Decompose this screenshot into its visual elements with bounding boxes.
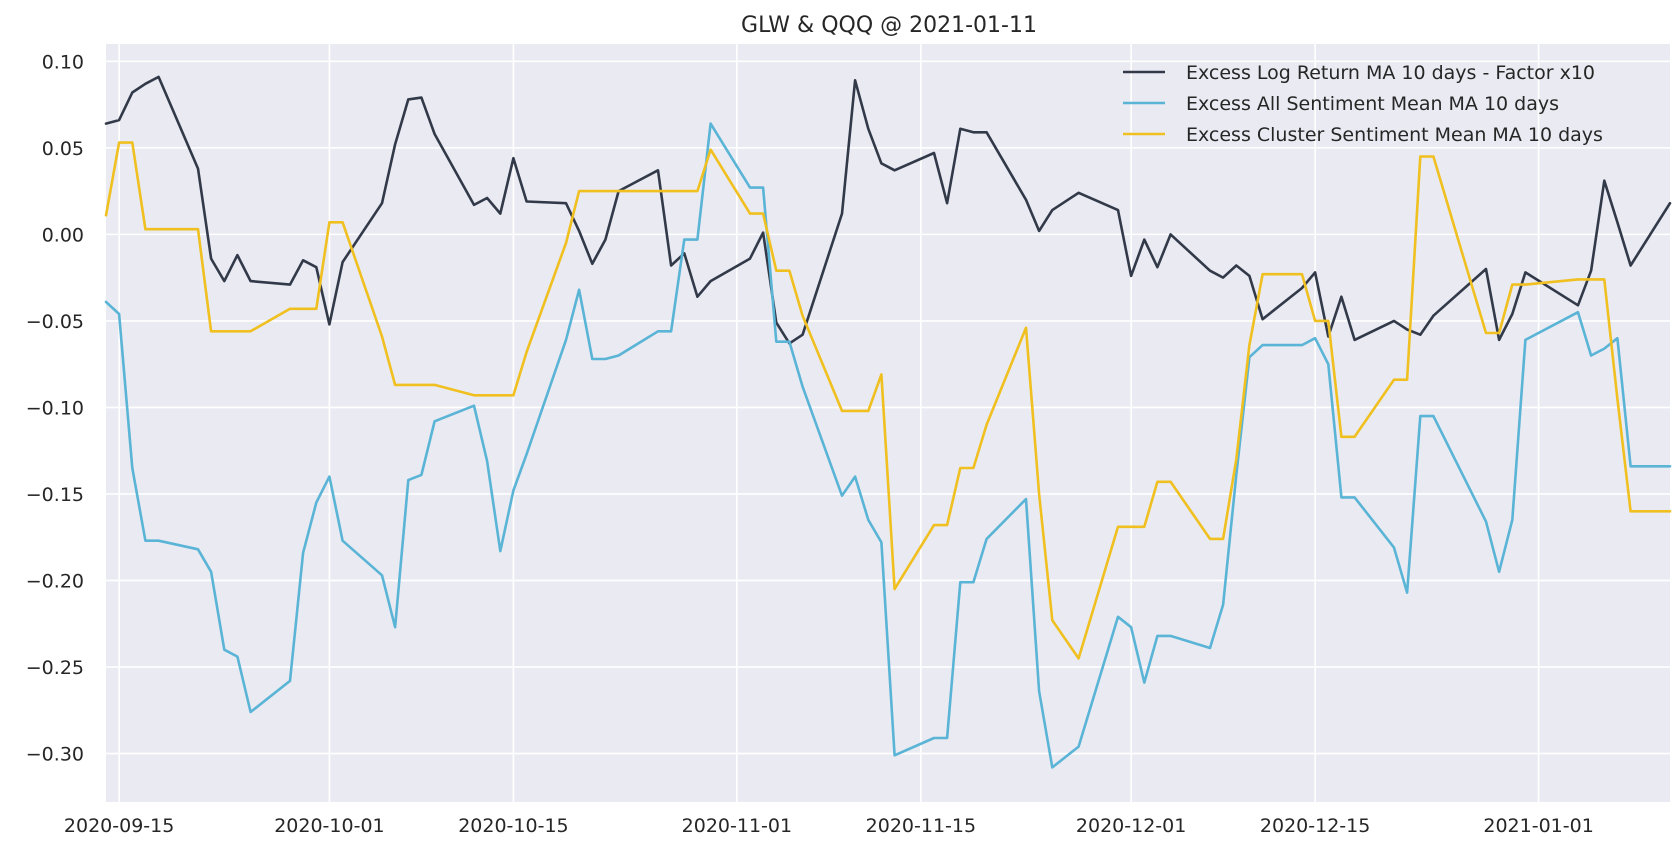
series-line-2 (104, 122, 1672, 769)
x-tick-label: 2020-12-15 (1260, 815, 1370, 837)
x-tick-label: 2020-11-01 (682, 815, 792, 837)
legend-label: Excess All Sentiment Mean MA 10 days (1186, 93, 1559, 115)
y-tick-label: −0.25 (26, 657, 84, 679)
series-layer (104, 75, 1672, 769)
x-tick-label: 2020-10-01 (274, 815, 384, 837)
y-tick-label: −0.05 (26, 311, 84, 333)
y-tick-label: 0.05 (42, 138, 84, 160)
y-tick-label: −0.30 (26, 744, 84, 766)
chart-title: GLW & QQQ @ 2021-01-11 (741, 13, 1037, 38)
plot-area (106, 44, 1670, 802)
x-tick-label: 2020-11-15 (866, 815, 976, 837)
y-tick-label: −0.10 (26, 397, 84, 419)
y-tick-label: 0.00 (42, 224, 84, 246)
x-tick-label: 2021-01-01 (1483, 815, 1593, 837)
x-tick-label: 2020-10-15 (458, 815, 568, 837)
legend-label: Excess Log Return MA 10 days - Factor x1… (1186, 62, 1595, 84)
y-tick-label: −0.15 (26, 484, 84, 506)
legend-label: Excess Cluster Sentiment Mean MA 10 days (1186, 124, 1603, 146)
y-tick-label: −0.20 (26, 570, 84, 592)
series-line-3 (104, 141, 1672, 660)
y-tick-label: 0.10 (42, 51, 84, 73)
series-line-1 (104, 75, 1672, 345)
tick-labels: 0.10 0.05 0.00 −0.05 −0.10 −0.15 −0.20 −0.25 −0.… (26, 51, 1594, 837)
x-tick-label: 2020-09-15 (64, 815, 174, 837)
grid-lines (106, 44, 1670, 802)
legend: Excess Log Return MA 10 days - Factor x1… (1123, 62, 1603, 146)
x-tick-label: 2020-12-01 (1076, 815, 1186, 837)
